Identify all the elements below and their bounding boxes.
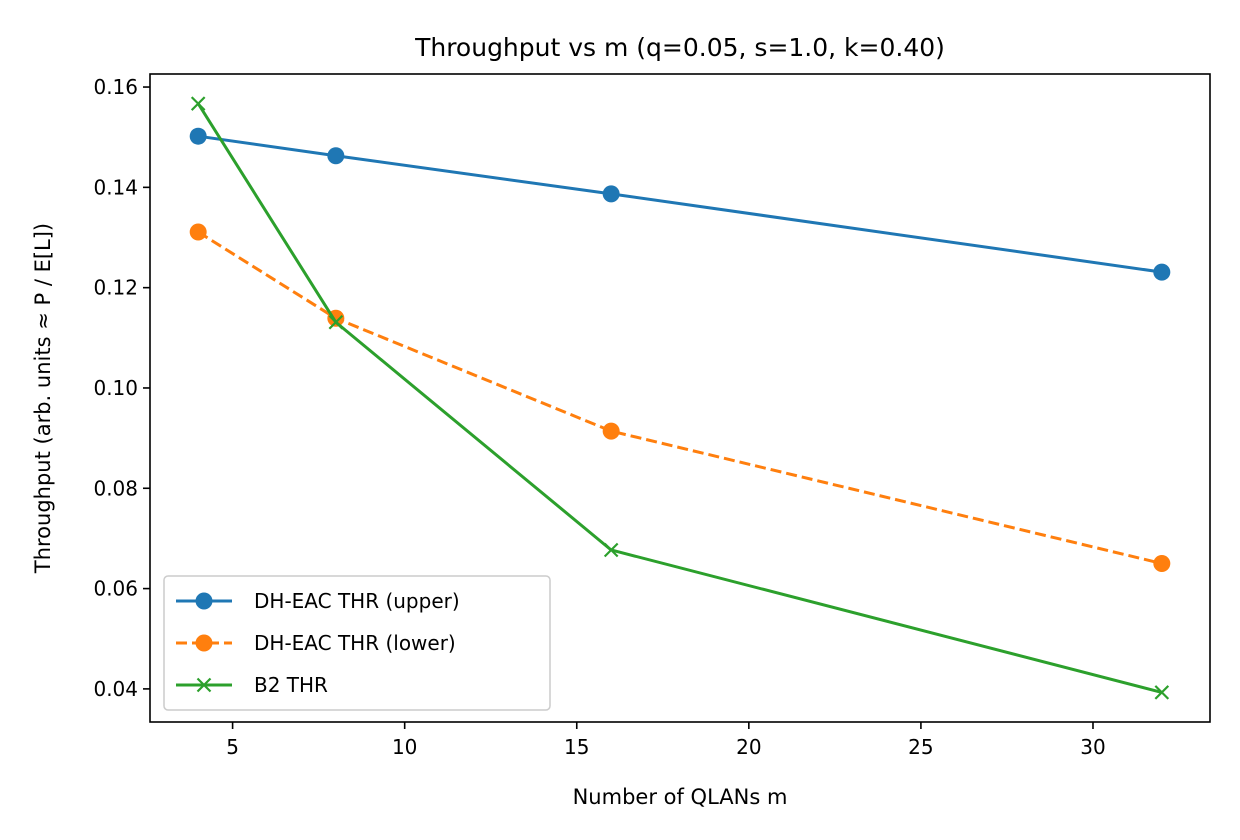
legend-marker-1 (195, 592, 213, 610)
legend-marker-3-stroke-b (196, 677, 212, 693)
legend: DH-EAC THR (upper) DH-EAC THR (lower) B2 T… (163, 575, 551, 711)
legend-label-2: DH-EAC THR (lower) (254, 631, 456, 655)
series-3-point-3 (603, 542, 619, 558)
y-tick-label: 0.06 (93, 577, 138, 601)
x-axis-title: Number of QLANs m (573, 785, 788, 809)
series-2-point-4 (1153, 555, 1171, 573)
y-tick-label: 0.16 (93, 75, 138, 99)
series-3-point-1-stroke-b (190, 96, 206, 111)
series-1-point-1 (189, 127, 207, 145)
x-tick-label: 30 (1080, 735, 1105, 759)
legend-label-3: B2 THR (254, 673, 328, 697)
series-1-point-4 (1153, 263, 1171, 281)
y-tick-label: 0.14 (93, 175, 138, 199)
chart-title: Throughput vs m (q=0.05, s=1.0, k=0.40) (414, 33, 945, 62)
series-3-point-1 (190, 96, 206, 111)
x-tick-label: 20 (736, 735, 761, 759)
axes-frame (149, 73, 1211, 723)
legend-marker-2 (195, 634, 213, 652)
series-line-2 (197, 230, 1163, 565)
x-tick-label: 25 (908, 735, 933, 759)
series-2-point-1 (189, 223, 207, 241)
legend-label-1: DH-EAC THR (upper) (254, 589, 460, 613)
x-tick-label: 10 (392, 735, 417, 759)
y-tick-label: 0.12 (93, 276, 138, 300)
series-1-point-2 (327, 147, 345, 165)
y-tick-label: 0.08 (93, 476, 138, 500)
plot-area: 5 10 15 20 25 30 0.04 0.06 0.08 0.10 0.12 0.14 0.16 (93, 73, 1211, 759)
series-3-point-4-stroke-b (1154, 685, 1170, 700)
series-1-point-3 (602, 185, 620, 203)
legend-box (163, 575, 551, 711)
series-line-1 (197, 134, 1163, 274)
series-3-point-2 (328, 314, 344, 330)
series-3-point-2-stroke-b (328, 314, 344, 330)
y-tick-label: 0.04 (93, 677, 138, 701)
y-tick-label: 0.10 (93, 376, 138, 400)
series-2-point-3 (602, 422, 620, 440)
x-tick-label: 5 (226, 735, 239, 759)
x-tick-label: 15 (564, 735, 589, 759)
series-3-point-3-stroke-b (603, 542, 619, 558)
legend-marker-3 (196, 677, 212, 693)
series-3-point-4 (1154, 685, 1170, 700)
y-axis-title: Throughput (arb. units ≈ P / E[L]) (31, 223, 55, 574)
series-line-3 (196, 102, 1163, 694)
